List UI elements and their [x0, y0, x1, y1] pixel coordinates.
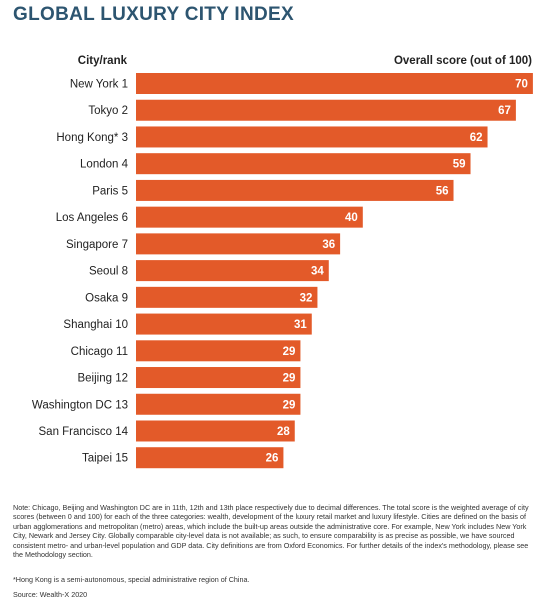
bar [136, 179, 454, 201]
value-label: 56 [436, 185, 449, 197]
bar [136, 153, 471, 175]
source-note: Source: Wealth-X 2020 [13, 590, 88, 599]
category-label: San Francisco 14 [39, 426, 129, 438]
bar [136, 126, 488, 148]
bar [136, 286, 318, 308]
bar [136, 260, 329, 282]
methodology-note: Note: Chicago, Beijing and Washington DC… [13, 503, 529, 560]
bar [136, 367, 301, 389]
bar [136, 340, 301, 362]
bar [136, 73, 533, 94]
value-label: 29 [283, 346, 296, 358]
category-label: Shanghai 10 [63, 319, 128, 331]
category-label: Beijing 12 [77, 373, 128, 385]
city-rank-header: City/rank [77, 55, 127, 67]
category-label: Taipei 15 [82, 453, 128, 465]
value-label: 26 [266, 453, 279, 465]
category-label: Washington DC 13 [32, 399, 128, 411]
value-label: 34 [311, 266, 324, 278]
bar [136, 393, 301, 415]
category-label: Seoul 8 [89, 266, 128, 278]
bar-chart: New York 1 70 Tokyo 2 67 Hong Kong* 3 62 Londo… [32, 73, 533, 469]
category-label: Osaka 9 [85, 292, 128, 304]
hong-kong-footnote: *Hong Kong is a semi-autonomous, special… [13, 575, 250, 584]
category-label: Tokyo 2 [88, 105, 128, 117]
category-label: Singapore 7 [66, 239, 128, 251]
value-label: 59 [453, 159, 466, 171]
bar [136, 447, 284, 469]
value-label: 31 [294, 319, 307, 331]
value-label: 70 [515, 79, 528, 91]
value-label: 40 [345, 212, 358, 224]
category-label: Paris 5 [92, 185, 128, 197]
bar [136, 233, 341, 255]
overall-score-header: Overall score (out of 100) [393, 55, 532, 67]
chart-title: GLOBAL LUXURY CITY INDEX [13, 4, 294, 25]
category-label: Los Angeles 6 [56, 212, 128, 224]
value-label: 62 [470, 132, 483, 144]
category-label: Hong Kong* 3 [56, 132, 128, 144]
value-label: 29 [283, 399, 296, 411]
bar [136, 99, 516, 121]
bar [136, 313, 312, 335]
value-label: 67 [498, 105, 511, 117]
bar [136, 420, 295, 442]
value-label: 29 [283, 373, 296, 385]
category-label: London 4 [80, 159, 129, 171]
bar [136, 206, 363, 228]
category-label: Chicago 11 [71, 346, 128, 358]
category-label: New York 1 [70, 79, 128, 91]
value-label: 36 [322, 239, 335, 251]
value-label: 28 [277, 426, 290, 438]
value-label: 32 [300, 292, 313, 304]
